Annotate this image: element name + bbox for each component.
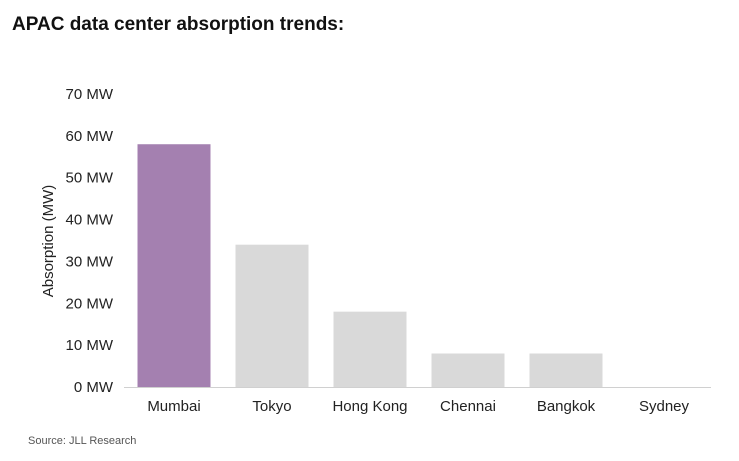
x-tick-label: Tokyo: [252, 398, 291, 415]
chart-title: APAC data center absorption trends:: [12, 14, 345, 35]
y-axis-ticks: 0 MW 10 MW 20 MW 30 MW 40 MW 50 MW 60 MW 70 MW: [65, 86, 113, 396]
bar-tokyo: [235, 244, 309, 387]
x-tick-label: Mumbai: [147, 398, 200, 415]
source-note: Source: JLL Research: [28, 435, 137, 447]
x-axis-ticks: Mumbai Tokyo Hong Kong Chennai Bangkok Sydney: [147, 398, 689, 415]
y-axis-title: Absorption (MW): [40, 185, 57, 298]
y-tick-label: 20 MW: [65, 295, 113, 312]
bars: [137, 144, 603, 387]
y-tick-label: 70 MW: [65, 86, 113, 103]
y-tick-label: 10 MW: [65, 337, 113, 354]
x-tick-label: Chennai: [440, 398, 496, 415]
x-tick-label: Sydney: [639, 398, 690, 415]
y-tick-label: 40 MW: [65, 212, 113, 229]
bar-chennai: [431, 353, 505, 387]
y-tick-label: 30 MW: [65, 253, 113, 270]
bar-hong-kong: [333, 311, 407, 387]
y-tick-label: 60 MW: [65, 128, 113, 145]
x-tick-label: Bangkok: [537, 398, 596, 415]
x-tick-label: Hong Kong: [332, 398, 407, 415]
y-tick-label: 0 MW: [74, 379, 114, 396]
y-axis-title-group: Absorption (MW): [40, 185, 57, 298]
bar-mumbai: [137, 144, 211, 387]
bar-bangkok: [529, 353, 603, 387]
y-tick-label: 50 MW: [65, 170, 113, 187]
